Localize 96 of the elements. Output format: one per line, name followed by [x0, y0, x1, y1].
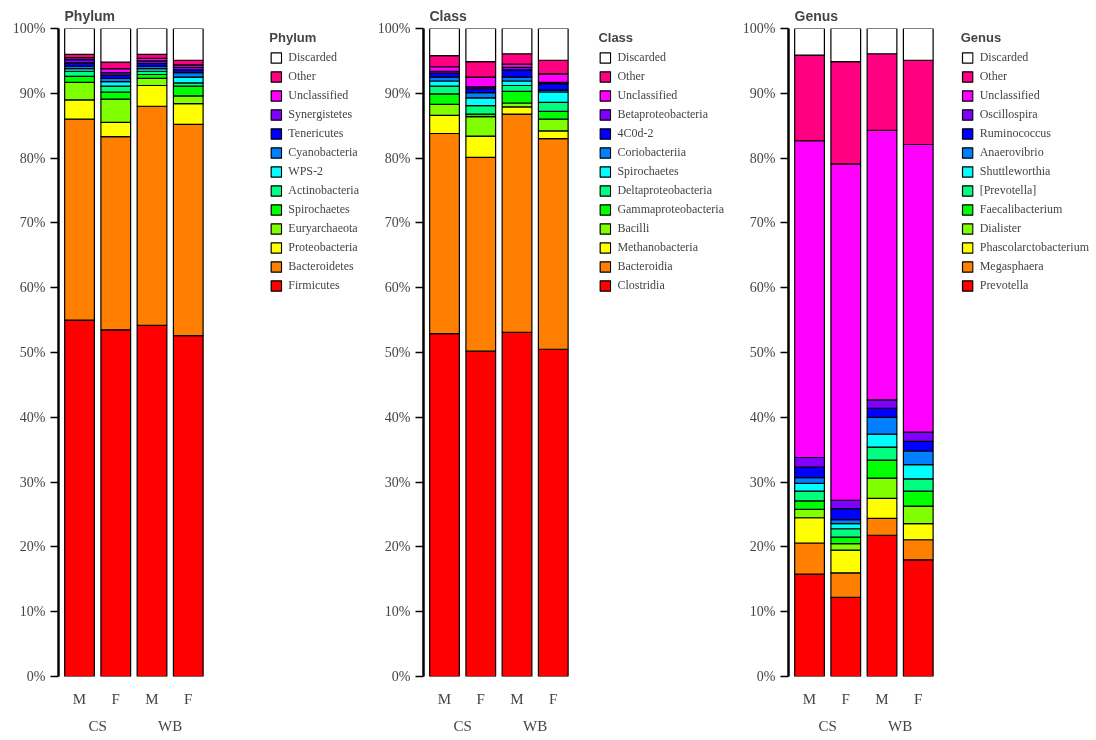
x-tick-label: M [145, 690, 159, 707]
text: WB [523, 717, 548, 734]
legend-label: Proteobacteria [288, 240, 358, 255]
y-tick-label: 80% [749, 150, 776, 166]
x-tick-label: F [914, 690, 923, 707]
x-tick-label: F [841, 690, 850, 707]
legend-label: Dialister [979, 221, 1022, 236]
legend-label: Synergistetes [288, 107, 353, 122]
x-tick-label: M [437, 690, 452, 707]
x-tick-label: M [875, 690, 889, 707]
legend-label: Other [979, 69, 1008, 84]
y-tick-label: 20% [19, 539, 46, 555]
y-tick-label: 70% [749, 215, 776, 231]
x-tick-label: F [476, 690, 485, 707]
y-tick-label: 20% [749, 539, 776, 555]
y-tick-label: 100% [377, 21, 411, 36]
y-tick-label: 80% [19, 150, 46, 166]
legend-label: Phascolarctobacterium [979, 240, 1089, 255]
y-tick-label: 50% [384, 345, 411, 360]
legend-title: Genus [960, 30, 1003, 45]
legend-label: Cyanobacteria [288, 145, 358, 160]
legend-label: Bacilli [617, 221, 650, 236]
y-tick-label: 30% [384, 474, 411, 490]
legend-label: Other [617, 69, 645, 84]
legend-label: Coriobacteriia [617, 145, 687, 160]
legend-label: 4C0d-2 [617, 126, 654, 141]
legend-label: Shuttleworthia [979, 164, 1051, 179]
x-tick-label: F [549, 690, 558, 707]
legend-label: Methanobacteria [617, 240, 698, 255]
y-tick-label: 50% [749, 345, 776, 360]
y-tick-label: 20% [384, 539, 411, 555]
text: CS [88, 717, 107, 734]
chart-title: Class [429, 7, 468, 24]
y-tick-label: 0% [391, 669, 411, 684]
text: WB [158, 717, 183, 734]
x-tick-label: F [111, 690, 120, 707]
y-tick-label: 60% [19, 280, 46, 296]
y-tick-label: 80% [384, 150, 411, 166]
legend-label: Firmicutes [288, 278, 340, 293]
legend-title: Class [598, 30, 635, 45]
y-tick-label: 50% [19, 345, 46, 360]
legend-label: Discarded [288, 50, 338, 65]
legend-label: Actinobacteria [288, 183, 359, 198]
y-tick-label: 40% [19, 409, 46, 425]
chart-title: Genus [794, 7, 839, 24]
y-tick-label: 30% [19, 474, 46, 490]
x-tick-label: M [510, 690, 524, 707]
y-tick-label: 90% [19, 85, 46, 101]
legend-label: Discarded [979, 50, 1029, 65]
legend-label: Spirochaetes [288, 202, 350, 217]
y-tick-label: 100% [742, 21, 776, 36]
legend-label: Faecalibacterium [979, 202, 1063, 217]
text: CS [453, 717, 472, 734]
y-tick-label: 100% [12, 21, 46, 36]
legend-label: Unclassified [979, 88, 1040, 103]
legend-label: Bacteroidetes [288, 259, 354, 274]
legend-label: Bacteroidia [617, 259, 673, 274]
legend-label: Gammaproteobacteria [617, 202, 724, 217]
x-tick-label: F [184, 690, 193, 707]
y-tick-label: 70% [384, 215, 411, 231]
chart-title: Phylum [64, 7, 116, 24]
legend-label: Unclassified [288, 88, 349, 103]
legend-label: [Prevotella] [979, 183, 1037, 198]
x-tick-label: M [72, 690, 87, 707]
y-tick-label: 0% [756, 669, 776, 684]
legend-title: Phylum [269, 30, 318, 45]
legend-label: Megasphaera [979, 259, 1044, 274]
y-tick-label: 90% [384, 85, 411, 101]
legend-label: Oscillospira [979, 107, 1038, 122]
legend-label: Betaproteobacteria [617, 107, 708, 122]
x-tick-label: M [802, 690, 817, 707]
text: CS [818, 717, 837, 734]
y-tick-label: 40% [384, 409, 411, 425]
legend-label: Unclassified [617, 88, 678, 103]
legend-label: Tenericutes [288, 126, 344, 141]
legend-label: Spirochaetes [617, 164, 679, 179]
legend-label: Ruminococcus [979, 126, 1052, 141]
y-tick-label: 70% [19, 215, 46, 231]
legend-label: Discarded [617, 50, 667, 65]
y-tick-label: 10% [749, 604, 776, 620]
legend-label: Euryarchaeota [288, 221, 358, 236]
y-tick-label: 10% [384, 604, 411, 620]
y-tick-label: 60% [384, 280, 411, 296]
y-tick-label: 0% [26, 669, 46, 684]
y-tick-label: 40% [749, 409, 776, 425]
text: WB [888, 717, 913, 734]
y-tick-label: 60% [749, 280, 776, 296]
legend-label: Other [288, 69, 316, 84]
legend-label: Prevotella [979, 278, 1029, 293]
y-tick-label: 90% [749, 85, 776, 101]
y-tick-label: 10% [19, 604, 46, 620]
legend-label: Anaerovibrio [979, 145, 1044, 160]
legend-label: Deltaproteobacteria [617, 183, 712, 198]
legend-label: Clostridia [617, 278, 665, 293]
y-tick-label: 30% [749, 474, 776, 490]
legend-label: WPS-2 [288, 164, 324, 179]
